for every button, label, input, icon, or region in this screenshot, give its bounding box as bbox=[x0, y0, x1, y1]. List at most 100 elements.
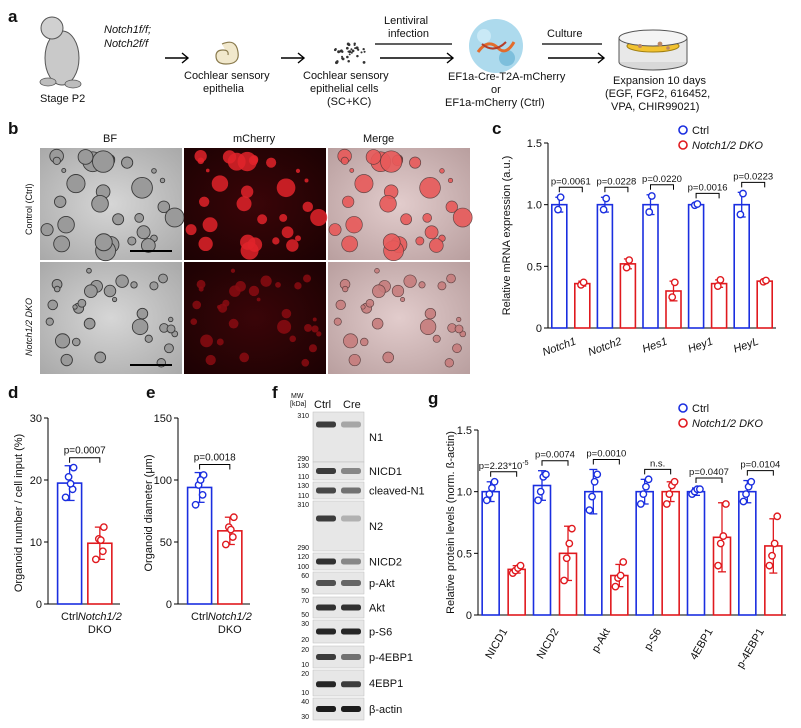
mw-marker: 50 bbox=[301, 612, 309, 619]
mw-marker: 30 bbox=[301, 714, 309, 721]
western-blots: 310 290 N1 130 110 NICD1 130 110 cleaved-N1 310 29… bbox=[297, 411, 425, 721]
organoid-fluorescence bbox=[229, 285, 241, 297]
organoid-merge bbox=[372, 284, 386, 298]
organoid-fluorescence bbox=[198, 236, 213, 252]
category-label: Hey1 bbox=[686, 336, 714, 356]
organoid-merge bbox=[360, 337, 369, 347]
genotype-line2: Notch2f/f bbox=[104, 38, 149, 50]
data-point bbox=[713, 282, 722, 290]
organoid-merge bbox=[415, 236, 425, 246]
mw-marker: 310 bbox=[297, 413, 309, 420]
data-point bbox=[61, 493, 70, 502]
blot-band bbox=[341, 681, 361, 688]
mw-marker: 110 bbox=[298, 493, 309, 500]
y-tick-label: 0 bbox=[466, 610, 472, 622]
category-label: Ctrl bbox=[61, 611, 78, 623]
y-tick-label: 0 bbox=[36, 599, 42, 611]
organoid-merge bbox=[454, 324, 464, 334]
organoid-merge bbox=[403, 274, 417, 288]
organoid-merge bbox=[452, 207, 473, 228]
significance-bracket bbox=[69, 457, 101, 463]
data-point bbox=[739, 497, 748, 506]
organoid bbox=[47, 299, 58, 311]
mw-marker: 110 bbox=[298, 474, 309, 481]
organoid bbox=[77, 149, 94, 165]
organoid-fluorescence bbox=[295, 235, 301, 242]
data-point bbox=[98, 547, 107, 556]
category-label: HeyL bbox=[732, 336, 760, 356]
organoid-fluorescence bbox=[303, 274, 312, 283]
organoid-fluorescence bbox=[222, 150, 237, 164]
data-point bbox=[625, 256, 634, 265]
legend-label-ctrl: Ctrl bbox=[692, 125, 709, 137]
bar bbox=[619, 263, 637, 329]
cell-dot bbox=[362, 47, 365, 51]
organoid-fluorescence bbox=[304, 178, 309, 183]
organoid-fluorescence bbox=[286, 239, 299, 252]
organoid-merge bbox=[429, 238, 444, 253]
blot-band bbox=[341, 421, 361, 428]
organoid bbox=[66, 174, 86, 194]
organoid bbox=[53, 195, 67, 208]
vector-line1: EF1a-Cre-T2A-mCherry bbox=[448, 71, 566, 83]
mw-marker: 130 bbox=[297, 483, 309, 490]
legend-marker-dko bbox=[678, 140, 688, 150]
p-value: p=0.0223 bbox=[733, 171, 773, 182]
category-label: Notch1/2 bbox=[78, 611, 122, 623]
arrow-2-icon bbox=[281, 52, 306, 64]
organoid bbox=[40, 223, 54, 237]
chart-c: 0 0.5 1.0 1.5 Relative mRNA expression (a.u.… bbox=[501, 125, 776, 359]
y-axis-title: Organoid number / cell input (%) bbox=[13, 434, 25, 592]
panel-g-label: g bbox=[428, 389, 438, 408]
blot-band bbox=[341, 558, 361, 565]
organoid bbox=[127, 236, 137, 246]
data-point bbox=[542, 470, 550, 479]
cell-dot bbox=[340, 49, 343, 52]
vector-line2: or bbox=[491, 84, 501, 96]
data-point bbox=[585, 506, 594, 515]
y-tick-label: 30 bbox=[30, 413, 42, 425]
organoid-fluorescence bbox=[256, 297, 261, 302]
y-tick-label: 50 bbox=[160, 537, 172, 549]
bar bbox=[710, 282, 728, 329]
bar bbox=[738, 490, 757, 616]
mw-marker: 20 bbox=[301, 637, 309, 644]
cell-dot bbox=[350, 51, 353, 54]
blot-label: Akt bbox=[369, 603, 385, 615]
step1-line2: epithelia bbox=[203, 83, 245, 95]
blot-band bbox=[341, 628, 361, 635]
significance-bracket bbox=[650, 184, 674, 190]
organoid bbox=[158, 273, 168, 284]
significance-bracket bbox=[199, 464, 231, 470]
data-point bbox=[99, 523, 108, 532]
expansion-line1: Expansion 10 days bbox=[613, 75, 706, 87]
organoid-merge bbox=[445, 200, 458, 213]
bar bbox=[550, 203, 568, 329]
blot-band bbox=[341, 654, 361, 660]
blot-band bbox=[316, 468, 336, 474]
organoid-merge bbox=[446, 273, 456, 284]
organoid-merge bbox=[444, 358, 454, 368]
data-point bbox=[602, 194, 611, 203]
p-value: p=0.0018 bbox=[194, 453, 236, 464]
blot-band bbox=[316, 706, 336, 712]
organoid-fluorescence bbox=[205, 354, 216, 366]
data-point bbox=[516, 561, 525, 570]
data-point bbox=[69, 463, 78, 472]
p-value: p=0.0016 bbox=[688, 182, 728, 193]
data-point bbox=[739, 189, 747, 198]
panel-a: a Stage P2 Notch1f/f; Notch2f/f Cochlear… bbox=[8, 7, 710, 113]
data-point bbox=[762, 276, 770, 285]
organoid-merge bbox=[437, 281, 447, 291]
blot-label: N2 bbox=[369, 521, 383, 533]
data-point bbox=[590, 477, 599, 486]
organoid-fluorescence bbox=[240, 234, 256, 250]
data-point bbox=[562, 554, 571, 563]
culture-label: Culture bbox=[547, 28, 582, 40]
blot-strip bbox=[312, 619, 365, 644]
organoid-merge bbox=[365, 149, 382, 165]
organoid-merge bbox=[424, 307, 437, 320]
bar bbox=[532, 484, 552, 616]
organoid bbox=[159, 177, 166, 184]
